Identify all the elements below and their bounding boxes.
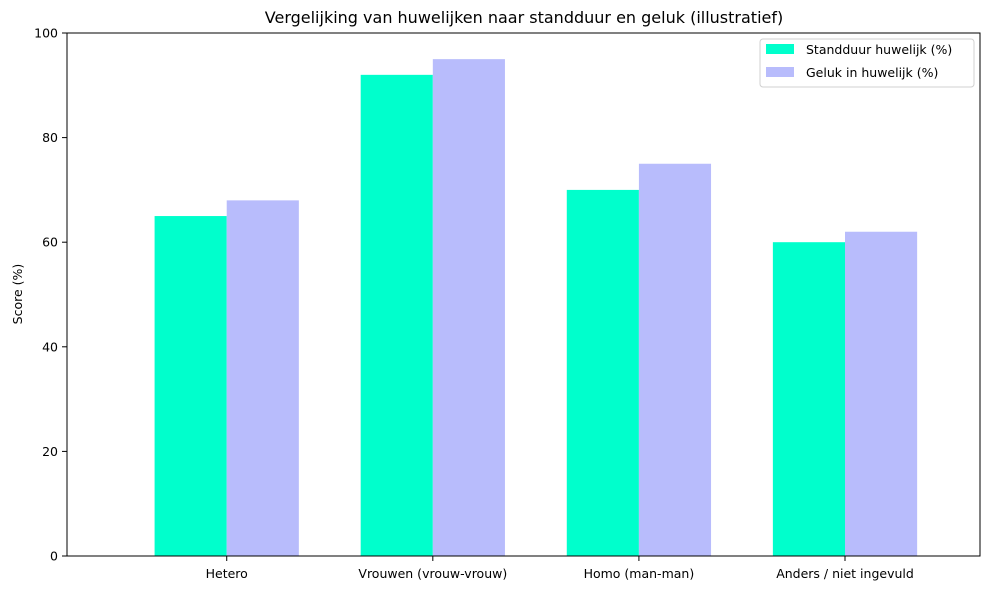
- y-tick-label: 20: [42, 444, 58, 459]
- bar-standduur-3: [772, 242, 846, 556]
- x-tick-label: Homo (man-man): [584, 566, 695, 581]
- y-axis-label: Score (%): [10, 264, 25, 325]
- y-tick-label: 0: [50, 549, 58, 564]
- bar-geluk-0: [226, 200, 299, 557]
- x-tick-label: Hetero: [206, 566, 248, 581]
- y-tick-label: 80: [42, 130, 58, 145]
- x-tick-label: Anders / niet ingevuld: [776, 566, 914, 581]
- y-tick-label: 40: [42, 339, 58, 354]
- bar-geluk-1: [432, 59, 505, 557]
- bar-standduur-2: [566, 189, 639, 556]
- y-tick-label: 60: [42, 235, 58, 250]
- y-tick-label: 100: [34, 26, 58, 41]
- x-axis: Hetero Vrouwen (vrouw-vrouw) Homo (man-man…: [206, 556, 914, 581]
- bars-group: [154, 59, 918, 557]
- legend-label-standduur: Standduur huwelijk (%): [806, 42, 952, 57]
- y-axis: 0 20 40 60 80 100: [34, 26, 67, 564]
- x-tick-label: Vrouwen (vrouw-vrouw): [358, 566, 507, 581]
- legend: Standduur huwelijk (%) Geluk in huwelijk…: [759, 38, 975, 88]
- bar-geluk-2: [638, 163, 712, 556]
- legend-label-geluk: Geluk in huwelijk (%): [806, 65, 938, 80]
- bar-standduur-0: [154, 216, 227, 557]
- plot-frame: [66, 32, 981, 557]
- bar-standduur-1: [360, 74, 433, 556]
- legend-swatch-standduur: [766, 44, 794, 54]
- legend-swatch-geluk: [766, 67, 794, 77]
- chart-title: Vergelijking van huwelijken naar standdu…: [265, 8, 783, 27]
- legend-box: [759, 38, 975, 88]
- bar-geluk-3: [845, 231, 918, 557]
